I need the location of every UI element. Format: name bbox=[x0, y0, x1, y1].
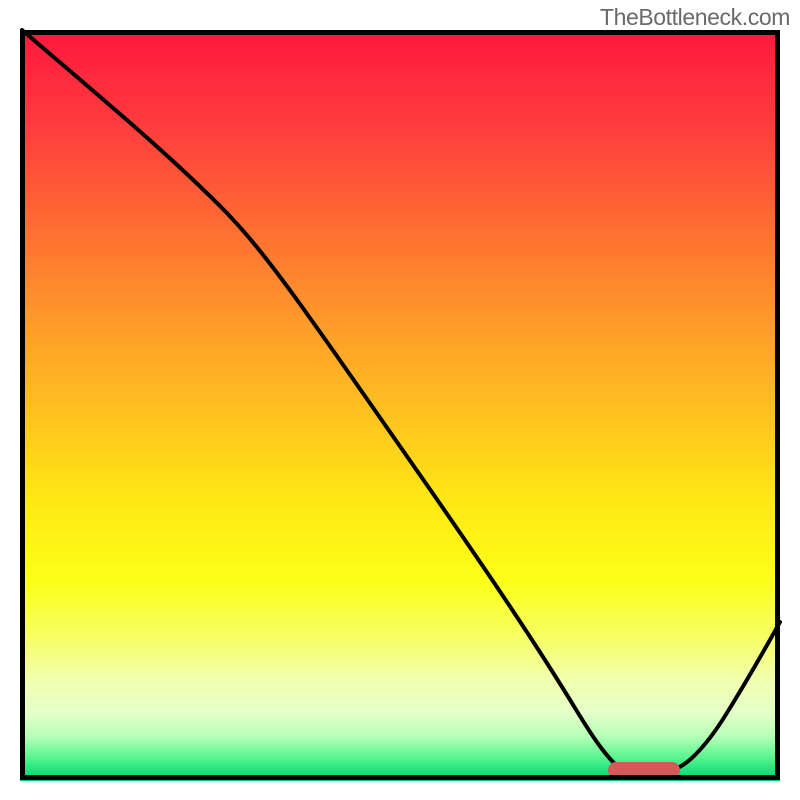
chart-svg bbox=[0, 0, 800, 800]
watermark-text: TheBottleneck.com bbox=[600, 4, 790, 31]
performance-curve bbox=[22, 30, 780, 773]
chart-canvas: TheBottleneck.com bbox=[0, 0, 800, 800]
